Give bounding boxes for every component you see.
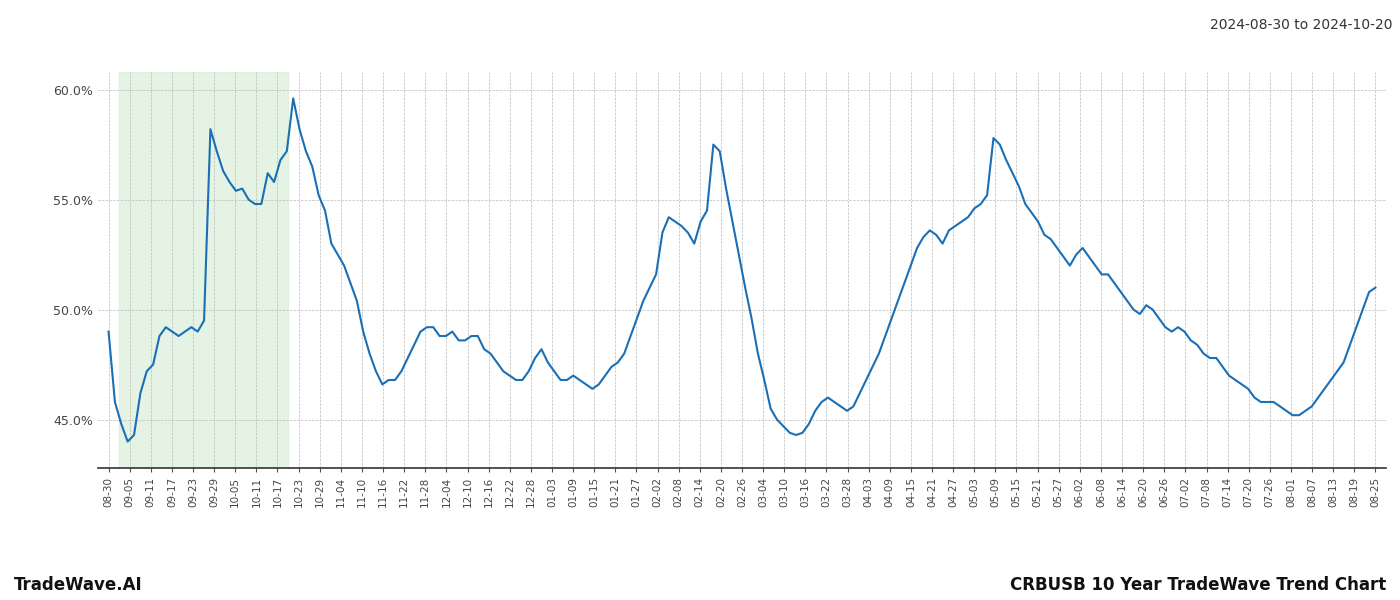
- Text: CRBUSB 10 Year TradeWave Trend Chart: CRBUSB 10 Year TradeWave Trend Chart: [1009, 576, 1386, 594]
- Text: TradeWave.AI: TradeWave.AI: [14, 576, 143, 594]
- Bar: [119, 72, 288, 468]
- Text: 2024-08-30 to 2024-10-20: 2024-08-30 to 2024-10-20: [1211, 18, 1393, 32]
